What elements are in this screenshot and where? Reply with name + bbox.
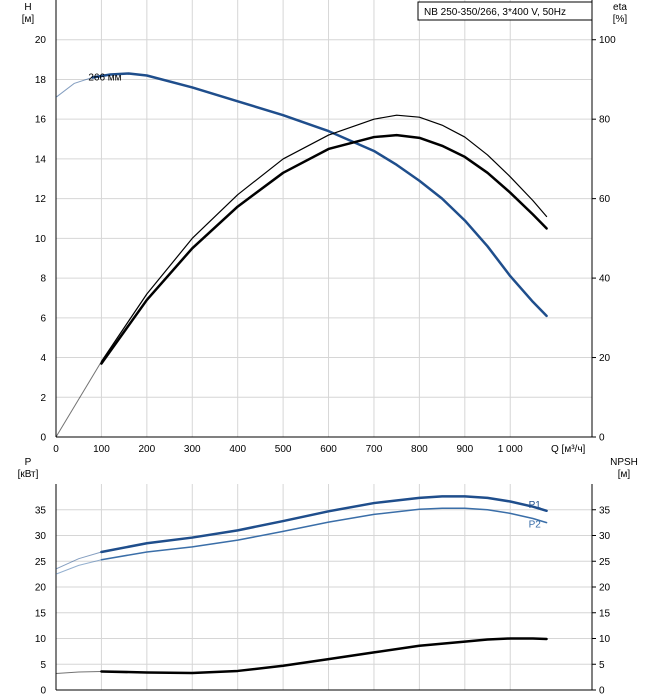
- series-extension-line: [55, 670, 102, 675]
- left-tick-label: 10: [35, 234, 47, 245]
- left-tick-label: 10: [35, 634, 47, 645]
- left-tick-label: 18: [35, 75, 47, 86]
- series-name-label: 266 мм: [88, 72, 121, 83]
- x-tick-label: 900: [456, 444, 473, 455]
- series-line: [100, 637, 548, 675]
- series-name-label: P1: [529, 500, 542, 511]
- left-tick-label: 6: [40, 313, 46, 324]
- x-tick-label: 200: [139, 444, 156, 455]
- series-line: [91, 72, 548, 318]
- series-extension-line: [55, 559, 102, 575]
- series-name-label: P2: [529, 520, 542, 531]
- series-line: [100, 114, 548, 363]
- left-tick-label: 2: [40, 393, 46, 404]
- legend-box: NB 250-350/266, 3*400 V, 50Hz: [417, 1, 593, 21]
- x-tick-label: 300: [184, 444, 201, 455]
- series-extension-line: [55, 76, 93, 98]
- x-tick-label: 0: [53, 444, 59, 455]
- series-extension-line: [55, 551, 102, 570]
- left-axis-label: P: [25, 457, 32, 468]
- right-tick-label: 30: [599, 531, 611, 542]
- x-tick-label: 1 000: [498, 444, 523, 455]
- left-axis-unit: [м]: [22, 14, 35, 25]
- right-tick-label: 60: [599, 194, 611, 205]
- right-axis-unit: [%]: [613, 14, 628, 25]
- left-tick-label: 4: [40, 353, 46, 364]
- left-tick-label: 16: [35, 115, 47, 126]
- left-tick-label: 25: [35, 557, 47, 568]
- left-tick-label: 12: [35, 194, 47, 205]
- x-tick-label: 800: [411, 444, 428, 455]
- left-tick-label: 20: [35, 583, 47, 594]
- axis-layer: [55, 0, 596, 691]
- left-tick-label: 35: [35, 505, 47, 516]
- right-tick-label: 10: [599, 634, 611, 645]
- left-tick-label: 8: [40, 274, 46, 285]
- right-tick-label: 40: [599, 274, 611, 285]
- right-axis-label: eta: [613, 2, 627, 13]
- left-tick-label: 20: [35, 35, 47, 46]
- right-axis-unit: [м]: [618, 469, 631, 480]
- left-axis-label: H: [24, 2, 31, 13]
- left-tick-label: 0: [40, 433, 46, 444]
- x-tick-label: 400: [229, 444, 246, 455]
- x-axis-label: Q [м³/ч]: [551, 444, 586, 455]
- left-tick-label: 0: [40, 686, 46, 697]
- right-tick-label: 100: [599, 35, 616, 46]
- right-tick-label: 25: [599, 557, 611, 568]
- left-tick-label: 15: [35, 608, 47, 619]
- left-tick-label: 14: [35, 154, 47, 165]
- left-axis-unit: [кВт]: [18, 469, 39, 480]
- right-axis-label: NPSH: [610, 457, 638, 468]
- x-tick-label: 700: [366, 444, 383, 455]
- grid-layer: [56, 0, 592, 690]
- left-tick-label: 30: [35, 531, 47, 542]
- right-tick-label: 0: [599, 686, 605, 697]
- series-line: [100, 495, 548, 554]
- series-line: [100, 507, 548, 561]
- right-tick-label: 20: [599, 353, 611, 364]
- right-tick-label: 15: [599, 608, 611, 619]
- right-tick-label: 20: [599, 583, 611, 594]
- label-layer: 0 100 200 300 400 500 600 700 800 900 1 0000246810…: [18, 2, 638, 697]
- x-tick-label: 600: [320, 444, 337, 455]
- x-tick-label: 500: [275, 444, 292, 455]
- series-layer: [55, 72, 548, 675]
- series-line: [100, 133, 548, 365]
- left-tick-label: 5: [40, 660, 46, 671]
- x-tick-label: 100: [93, 444, 110, 455]
- right-tick-label: 5: [599, 660, 605, 671]
- right-tick-label: 0: [599, 433, 605, 444]
- legend-text: NB 250-350/266, 3*400 V, 50Hz: [424, 7, 566, 18]
- right-tick-label: 80: [599, 115, 611, 126]
- right-tick-label: 35: [599, 505, 611, 516]
- series-extension-line: [55, 361, 102, 438]
